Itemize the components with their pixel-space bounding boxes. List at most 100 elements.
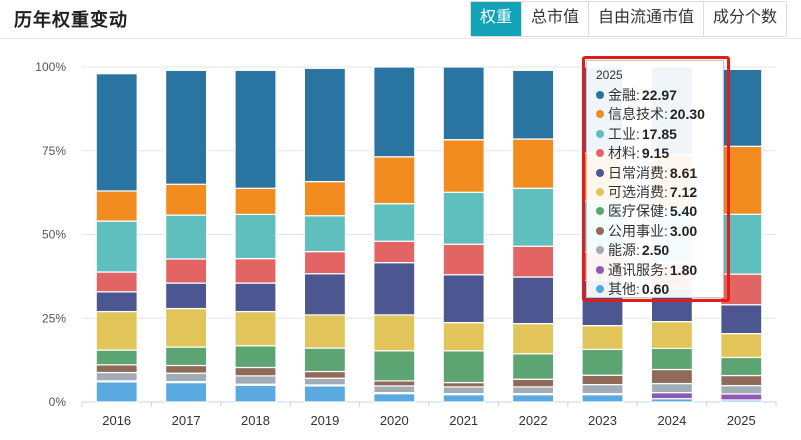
bar-segment xyxy=(442,350,485,384)
bar-segment xyxy=(234,258,277,284)
page-title: 历年权重变动 xyxy=(14,10,128,30)
bar-segment xyxy=(303,250,346,275)
tab-constituent-count[interactable]: 成分个数 xyxy=(702,2,786,36)
tooltip-year: 2025 xyxy=(596,68,623,82)
legend-dot-icon xyxy=(596,91,604,99)
tooltip-row: 材料: 9.15 xyxy=(596,143,669,163)
legend-dot-icon xyxy=(596,188,604,196)
bar-segment xyxy=(442,274,485,324)
tooltip-series-name: 医疗保健: xyxy=(608,203,668,220)
x-tick-label: 2020 xyxy=(380,413,409,428)
bar-segment xyxy=(95,371,138,382)
bar-segment xyxy=(442,243,485,276)
bar-segment xyxy=(511,323,555,355)
bar-segment xyxy=(650,392,694,400)
tooltip-series-name: 公用事业: xyxy=(608,222,668,239)
bar-segment xyxy=(373,262,416,316)
bar-segment xyxy=(165,381,208,403)
tooltip-row: 其他: 0.60 xyxy=(596,279,669,299)
x-tick-label: 2022 xyxy=(519,413,548,428)
bar-segment xyxy=(442,139,485,193)
bar-segment xyxy=(511,245,555,278)
tooltip-row: 医疗保健: 5.40 xyxy=(596,201,697,221)
legend-dot-icon xyxy=(596,129,604,138)
tooltip-series-name: 工业: xyxy=(608,125,640,142)
bar-segment xyxy=(650,347,694,371)
bar-segment xyxy=(373,393,416,403)
bar-segment xyxy=(720,356,763,377)
legend-dot-icon xyxy=(596,265,604,274)
tooltip-row: 能源: 2.50 xyxy=(596,240,669,260)
bar-segment xyxy=(234,187,277,216)
legend-dot-icon xyxy=(596,207,604,216)
bar-segment xyxy=(234,366,277,377)
bar-segment xyxy=(165,346,208,367)
bar-segment xyxy=(720,145,763,215)
tooltip-series-name: 材料: xyxy=(608,145,640,162)
bar-segment xyxy=(511,378,555,388)
x-tick-label: 2016 xyxy=(102,413,131,428)
tooltip-row: 日常消费: 8.61 xyxy=(596,163,697,183)
x-tick-label: 2025 xyxy=(727,413,756,428)
bar-segment xyxy=(720,374,763,387)
bar-segment xyxy=(95,310,138,351)
bar-segment xyxy=(234,384,277,403)
bar-segment xyxy=(373,380,416,387)
bar-segment xyxy=(95,291,138,313)
x-tick-label: 2021 xyxy=(449,413,478,428)
bar-segment xyxy=(720,273,763,306)
bar-segment xyxy=(234,310,277,347)
tooltip-series-name: 能源: xyxy=(608,242,640,259)
bar-segment xyxy=(234,282,277,313)
bar-segment xyxy=(165,282,208,310)
bar-segment xyxy=(581,325,624,351)
tab-free-float-market-cap[interactable]: 自由流通市值 xyxy=(587,2,703,36)
bar-segment xyxy=(165,372,208,383)
legend-dot-icon xyxy=(596,226,604,235)
x-tick-label: 2023 xyxy=(588,413,617,428)
tooltip-series-value: 3.00 xyxy=(669,222,698,239)
bar-segment xyxy=(303,370,346,379)
y-tick-label: 50% xyxy=(42,228,66,242)
tab-weight[interactable]: 权重 xyxy=(470,2,521,36)
tooltip-series-value: 8.61 xyxy=(669,164,698,181)
bar-segment xyxy=(373,314,416,352)
bar-segment xyxy=(165,183,208,216)
bar-segment xyxy=(303,347,346,373)
y-tick-label: 25% xyxy=(42,311,66,325)
x-tick-label: 2019 xyxy=(310,413,339,428)
bar-segment xyxy=(511,187,555,247)
tab-total-market-cap[interactable]: 总市值 xyxy=(520,2,588,36)
x-tick-label: 2017 xyxy=(172,413,201,428)
tooltip-series-name: 可选消费: xyxy=(608,184,668,200)
bar-segment xyxy=(303,377,346,386)
bar-segment xyxy=(720,213,763,275)
bar-segment xyxy=(442,386,485,395)
metric-tabs: 权重 总市值 自由流通市值 成分个数 xyxy=(469,1,787,37)
bar-segment xyxy=(720,304,763,335)
bar-segment xyxy=(95,381,138,403)
bar-segment xyxy=(303,215,346,253)
bar-segment xyxy=(165,258,208,284)
bar-segment xyxy=(234,69,277,189)
tooltip-row: 公用事业: 3.00 xyxy=(596,221,697,241)
bar-segment xyxy=(373,66,416,158)
bar-segment xyxy=(95,220,138,273)
bar-segment xyxy=(373,385,416,394)
bar-segment xyxy=(234,375,277,385)
bar-segment xyxy=(373,203,416,242)
tooltip-series-value: 5.40 xyxy=(669,203,698,220)
x-tick-label: 2024 xyxy=(657,413,686,428)
bar-segment xyxy=(373,156,416,205)
bar-segment xyxy=(234,345,277,369)
chart-tooltip: 2025 金融: 22.97 信息技术: 20.30 工业: 17.85 材料: 9.15 日常… xyxy=(586,60,724,298)
bar-segment xyxy=(720,384,763,395)
bar-segment xyxy=(303,273,346,316)
bar-segment xyxy=(720,393,763,401)
tooltip-series-value: 0.60 xyxy=(641,281,670,297)
bar-segment xyxy=(165,364,208,374)
bar-segment xyxy=(95,190,138,222)
bar-segment xyxy=(581,348,624,376)
tooltip-series-name: 其他: xyxy=(608,281,640,297)
